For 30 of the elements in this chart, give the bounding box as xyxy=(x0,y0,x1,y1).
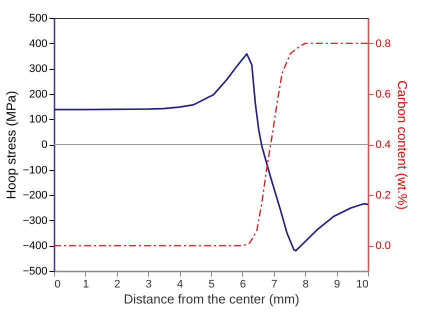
y-tick-label: 0 xyxy=(41,139,48,151)
y2-tick-label: 0.0 xyxy=(376,240,391,252)
y-tick-label: 500 xyxy=(29,12,48,24)
x-axis-title: Distance from the center (mm) xyxy=(124,292,300,306)
y-tick-label: −300 xyxy=(22,214,48,227)
y-axis-title: Hoop stress (MPa) xyxy=(4,90,19,200)
x-tick-label: 8 xyxy=(302,278,309,290)
y-tick-label: 400 xyxy=(29,38,48,50)
x-tick-label: 4 xyxy=(177,278,184,290)
x-tick-label: 7 xyxy=(271,278,278,290)
x-tick-label: 0 xyxy=(54,278,61,290)
x-tick-label: 10 xyxy=(356,278,368,290)
y-tick-label: −200 xyxy=(22,190,48,202)
y-tick-label: −100 xyxy=(22,164,48,176)
y2-tick-label: 0.2 xyxy=(376,190,391,202)
y-tick-label: −400 xyxy=(22,240,48,252)
y-tick-label: 100 xyxy=(29,114,48,126)
y-tick-label: −500 xyxy=(22,266,48,278)
x-tick-label: 1 xyxy=(82,278,89,290)
y2-tick-label: 0.6 xyxy=(376,88,391,100)
x-tick-label: 5 xyxy=(208,278,215,290)
x-tick-label: 6 xyxy=(240,278,246,290)
x-tick-label: 9 xyxy=(334,278,340,290)
y2-tick-label: 0.4 xyxy=(376,139,391,151)
y2-tick-label: 0.8 xyxy=(376,38,391,50)
y2-axis-title: Carbon content (wt.%) xyxy=(394,80,410,210)
y-tick-label: 300 xyxy=(29,63,48,76)
x-tick-label: 2 xyxy=(114,278,120,290)
y-tick-label: 200 xyxy=(29,88,48,100)
x-tick-label: 3 xyxy=(146,278,152,290)
